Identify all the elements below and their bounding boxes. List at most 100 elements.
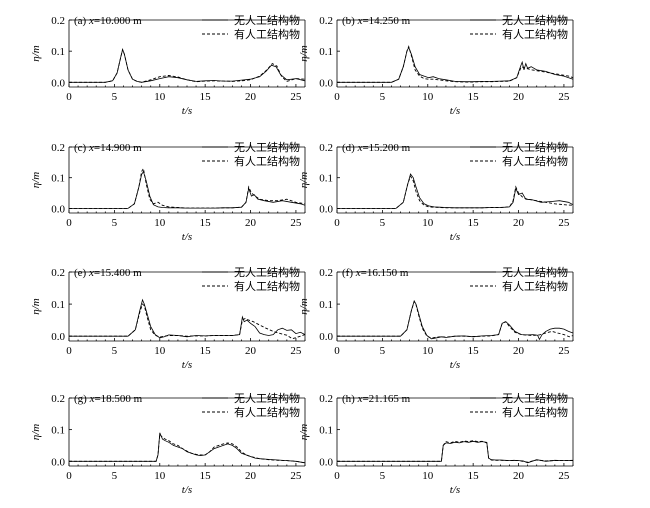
- x-tick-label: 15: [200, 217, 212, 229]
- y-tick-label: 0.2: [51, 142, 65, 154]
- x-tick-label: 0: [334, 345, 340, 357]
- panel-title-prefix: (h): [342, 393, 358, 405]
- panel-title-variable: x: [88, 267, 94, 279]
- panel-title-prefix: (c): [74, 142, 89, 154]
- x-tick-label: 5: [112, 217, 118, 229]
- y-tick-label: 0.2: [319, 15, 333, 27]
- x-tick-label: 20: [513, 91, 525, 103]
- x-tick-label: 25: [290, 470, 302, 482]
- x-tick-label: 20: [245, 345, 257, 357]
- x-tick-label: 25: [558, 470, 570, 482]
- x-tick-label: 20: [513, 217, 525, 229]
- x-tick-label: 10: [154, 217, 166, 229]
- x-tick-label: 15: [200, 345, 212, 357]
- x-tick-label: 0: [66, 470, 72, 482]
- panel-title-value: =14.250 m: [362, 15, 410, 27]
- x-tick-label: 5: [112, 470, 118, 482]
- x-tick-label: 20: [245, 217, 257, 229]
- y-tick-label: 0.0: [319, 331, 333, 343]
- x-tick-label: 5: [380, 217, 386, 229]
- panel-title: (b) x=14.250 m: [342, 15, 411, 27]
- legend-label: 有人工结构物: [502, 27, 568, 41]
- panel-c: 0 5 10 15 20 25 0.0 0.1 0.2 t/s η/m (c) x=14.900 m 无…: [30, 140, 306, 243]
- x-tick-label: 25: [290, 217, 302, 229]
- series-line-without-structure: [337, 299, 574, 341]
- x-tick-label: 10: [154, 91, 166, 103]
- legend-label: 有人工结构物: [502, 154, 568, 168]
- panel-title: (g) x=18.500 m: [74, 393, 143, 405]
- legend-label: 无人工结构物: [234, 391, 300, 405]
- panel-title: (h) x=21.165 m: [342, 393, 411, 405]
- panel-title-prefix: (b): [342, 15, 358, 27]
- x-axis-label: t/s: [182, 231, 192, 243]
- series-line-with-structure: [69, 167, 306, 209]
- y-tick-label: 0.0: [319, 203, 333, 215]
- x-axis-label: t/s: [182, 105, 192, 117]
- series-line-with-structure: [69, 303, 306, 340]
- legend-label: 有人工结构物: [502, 405, 568, 419]
- x-tick-label: 5: [112, 91, 118, 103]
- series-line-without-structure: [69, 432, 306, 464]
- x-tick-label: 0: [334, 91, 340, 103]
- legend-label: 有人工结构物: [234, 154, 300, 168]
- panel-title-value: =16.150 m: [361, 267, 409, 279]
- x-tick-label: 5: [380, 470, 386, 482]
- x-tick-label: 5: [112, 345, 118, 357]
- legend-label: 有人工结构物: [234, 27, 300, 41]
- series-line-with-structure: [337, 440, 573, 463]
- y-tick-label: 0.1: [319, 46, 333, 58]
- panel-e: 0 5 10 15 20 25 0.0 0.1 0.2 t/s η/m (e) x=15.400 m 无…: [30, 265, 306, 371]
- panel-title-prefix: (e): [74, 267, 89, 279]
- panel-title-value: =15.200 m: [362, 142, 410, 154]
- x-tick-label: 5: [380, 91, 386, 103]
- panel-title-variable: x: [357, 142, 363, 154]
- x-tick-label: 15: [468, 217, 480, 229]
- panel-title-prefix: (a): [74, 15, 89, 27]
- y-axis-label: η/m: [30, 298, 42, 315]
- series-line-without-structure: [69, 298, 306, 339]
- legend-label: 无人工结构物: [502, 140, 568, 154]
- panel-h: 0 5 10 15 20 25 0.0 0.1 0.2 t/s η/m (h) x=21.165 m 无…: [298, 391, 574, 496]
- y-tick-label: 0.1: [51, 46, 65, 58]
- panel-title-variable: x: [355, 267, 361, 279]
- y-axis-label: η/m: [30, 45, 42, 62]
- x-axis-label: t/s: [450, 105, 460, 117]
- y-tick-label: 0.0: [319, 77, 333, 89]
- series-line-without-structure: [337, 440, 574, 464]
- x-tick-label: 25: [558, 91, 570, 103]
- y-tick-label: 0.0: [51, 77, 65, 89]
- x-axis-label: t/s: [182, 484, 192, 496]
- x-tick-label: 20: [245, 470, 257, 482]
- y-tick-label: 0.1: [51, 299, 65, 311]
- y-axis-label: η/m: [298, 424, 310, 441]
- y-axis-label: η/m: [298, 45, 310, 62]
- y-axis-label: η/m: [298, 298, 310, 315]
- panel-title-prefix: (d): [342, 142, 358, 154]
- panel-f: 0 5 10 15 20 25 0.0 0.1 0.2 t/s η/m (f) x=16.150 m 无…: [298, 265, 574, 371]
- x-tick-label: 20: [513, 470, 525, 482]
- panel-title-value: =15.400 m: [94, 267, 142, 279]
- series-line-without-structure: [337, 46, 574, 83]
- y-tick-label: 0.1: [319, 425, 333, 437]
- x-tick-label: 25: [558, 217, 570, 229]
- panel-title-value: =21.165 m: [362, 393, 410, 405]
- panel-title-variable: x: [357, 15, 363, 27]
- series-line-with-structure: [69, 48, 306, 83]
- panel-b: 0 5 10 15 20 25 0.0 0.1 0.2 t/s η/m (b) x=14.250 m 无…: [298, 13, 574, 117]
- panel-title: (c) x=14.900 m: [74, 142, 142, 154]
- y-tick-label: 0.1: [319, 173, 333, 185]
- series-line-with-structure: [337, 175, 574, 209]
- series-line-with-structure: [337, 300, 574, 339]
- y-tick-label: 0.1: [319, 299, 333, 311]
- x-tick-label: 5: [380, 345, 386, 357]
- x-axis-label: t/s: [182, 359, 192, 371]
- x-tick-label: 10: [422, 345, 434, 357]
- panel-g: 0 5 10 15 20 25 0.0 0.1 0.2 t/s η/m (g) x=18.500 m 无…: [30, 391, 306, 496]
- x-tick-label: 10: [154, 345, 166, 357]
- y-tick-label: 0.1: [51, 173, 65, 185]
- y-tick-label: 0.0: [51, 203, 65, 215]
- panel-title-variable: x: [357, 393, 363, 405]
- x-tick-label: 15: [468, 470, 480, 482]
- y-tick-label: 0.1: [51, 425, 65, 437]
